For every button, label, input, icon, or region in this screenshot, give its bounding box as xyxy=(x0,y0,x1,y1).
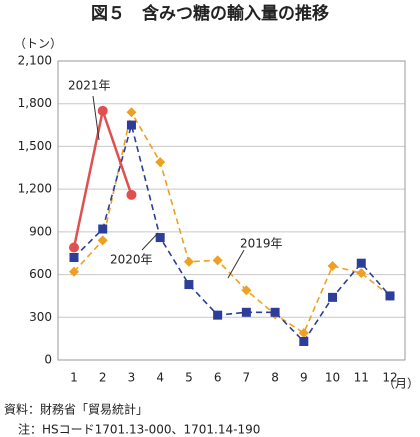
y-unit: （トン） xyxy=(14,37,62,51)
point xyxy=(213,310,223,320)
series-group xyxy=(69,105,395,346)
annotation: 2020年 xyxy=(110,253,153,267)
y-tick-label: 600 xyxy=(29,267,52,281)
source: 資料：財務省「貿易統計」 xyxy=(4,402,148,417)
annotation: 2021年 xyxy=(68,79,111,93)
point xyxy=(212,255,223,266)
point xyxy=(356,258,366,268)
point xyxy=(299,336,309,346)
leader-line xyxy=(92,95,100,141)
leader-line xyxy=(141,232,159,251)
x-tick-label: 4 xyxy=(156,371,164,385)
x-tick-label: 1 xyxy=(70,371,78,385)
y-tick-label: 900 xyxy=(29,224,52,238)
point xyxy=(183,256,194,267)
point xyxy=(126,107,137,118)
point xyxy=(241,285,252,296)
chart-title: 図５ 含みつ糖の輸入量の推移 xyxy=(91,3,329,24)
x-tick-label: 9 xyxy=(300,371,308,385)
point xyxy=(155,233,165,243)
series-line xyxy=(73,121,391,343)
point xyxy=(69,242,79,253)
x-tick-label: 5 xyxy=(185,371,193,385)
point xyxy=(298,327,309,338)
point xyxy=(184,280,194,290)
point xyxy=(69,252,79,262)
point xyxy=(328,292,338,302)
x-tick-label: 6 xyxy=(214,371,222,385)
x-tick-label: 3 xyxy=(128,371,136,385)
y-tick-label: 1,200 xyxy=(18,182,52,196)
y-tick-label: 1,500 xyxy=(18,139,52,153)
point xyxy=(155,157,166,168)
note: 注：HSコード1701.13-000、1701.14-190 xyxy=(18,422,260,437)
y-tick-label: 1,800 xyxy=(18,96,52,110)
point xyxy=(69,266,79,277)
x-tick-label: 11 xyxy=(354,371,369,385)
point xyxy=(385,291,395,301)
annotation: 2019年 xyxy=(240,237,283,251)
plot-frame xyxy=(57,60,406,361)
point xyxy=(327,261,338,272)
point xyxy=(126,189,137,200)
x-tick-label: 10 xyxy=(325,371,340,385)
leader-line xyxy=(227,249,245,279)
point xyxy=(97,105,108,116)
y-tick-label: 0 xyxy=(44,353,52,367)
y-tick-label: 300 xyxy=(29,310,52,324)
x-tick-label: 8 xyxy=(271,371,279,385)
series-line xyxy=(73,110,391,335)
x-unit: （月） xyxy=(383,377,419,391)
y-tick-label: 2,100 xyxy=(18,54,52,68)
x-tick-label: 12 xyxy=(382,371,397,385)
x-tick-label: 7 xyxy=(243,371,251,385)
x-tick-label: 2 xyxy=(99,371,107,385)
point xyxy=(97,235,108,246)
point xyxy=(241,307,251,317)
point xyxy=(270,307,280,317)
point xyxy=(98,224,108,234)
point xyxy=(356,268,367,279)
point xyxy=(126,120,136,130)
